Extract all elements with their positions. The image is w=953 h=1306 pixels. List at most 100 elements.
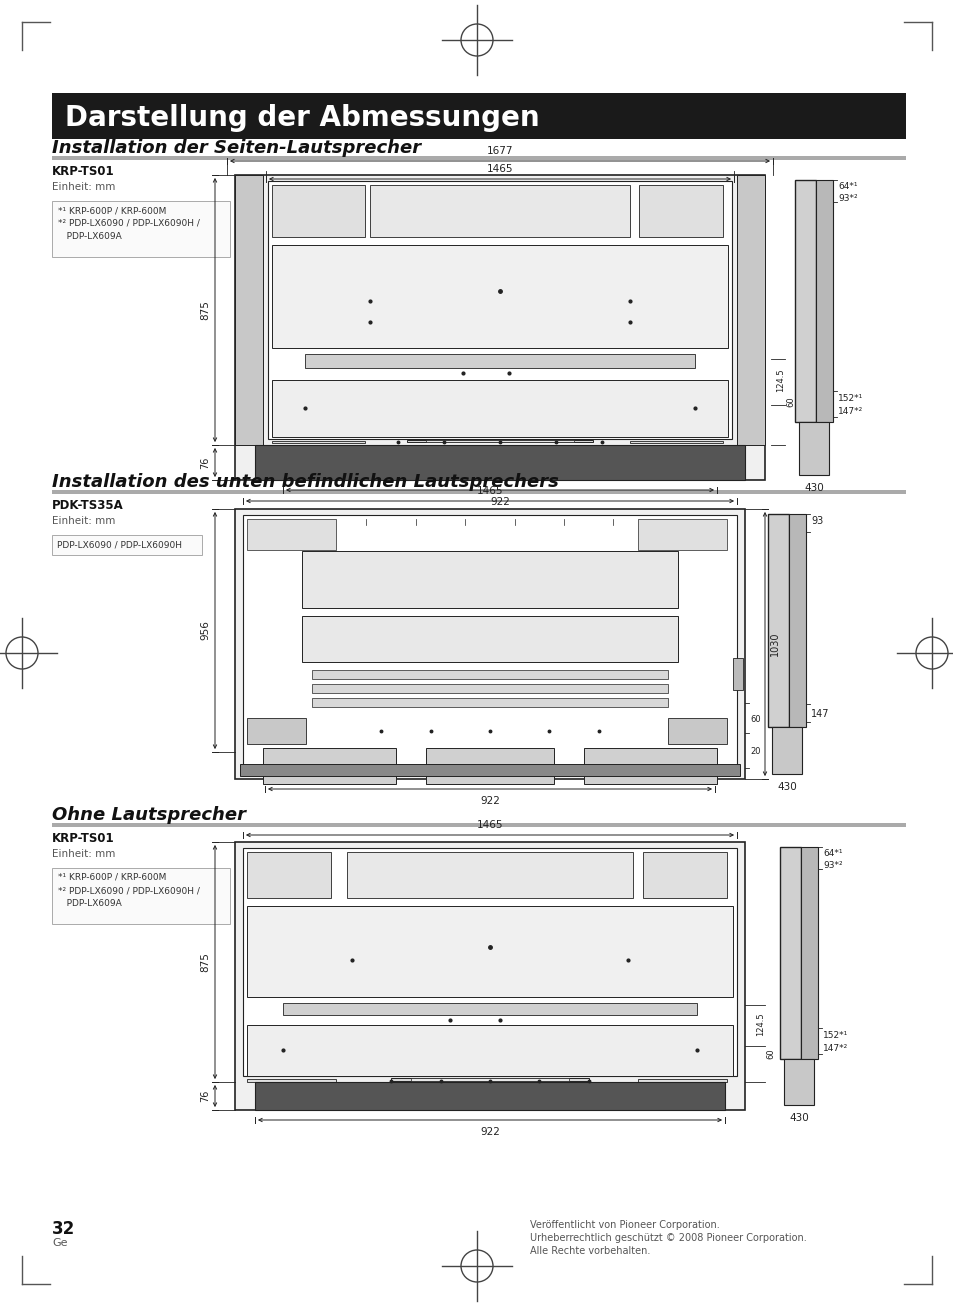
Text: Einheit: mm: Einheit: mm <box>52 849 115 859</box>
Bar <box>767 515 788 727</box>
Bar <box>302 551 677 607</box>
Text: 956: 956 <box>200 620 210 640</box>
Text: Darstellung der Abmessungen: Darstellung der Abmessungen <box>65 104 539 132</box>
Bar <box>312 699 667 708</box>
Text: 60: 60 <box>749 716 760 724</box>
Text: *¹ KRP-600P / KRP-600M: *¹ KRP-600P / KRP-600M <box>58 206 166 215</box>
Text: Urheberrechtlich geschützt © 2008 Pioneer Corporation.: Urheberrechtlich geschützt © 2008 Pionee… <box>530 1233 806 1243</box>
Bar <box>370 185 629 236</box>
Bar <box>638 518 726 550</box>
Text: 76: 76 <box>200 1089 210 1102</box>
Bar <box>732 657 742 690</box>
Text: *² PDP-LX6090 / PDP-LX6090H /: *² PDP-LX6090 / PDP-LX6090H / <box>58 885 200 895</box>
Text: KRP-TS01: KRP-TS01 <box>52 165 114 178</box>
Bar <box>52 535 202 555</box>
Text: 64*¹: 64*¹ <box>822 849 841 858</box>
Text: PDP-LX6090 / PDP-LX6090H: PDP-LX6090 / PDP-LX6090H <box>57 541 182 550</box>
Text: 64*¹: 64*¹ <box>837 182 857 191</box>
Text: 147*²: 147*² <box>837 407 862 417</box>
Bar <box>247 905 732 996</box>
Text: Alle Rechte vorbehalten.: Alle Rechte vorbehalten. <box>530 1246 650 1256</box>
Bar <box>780 848 801 1059</box>
Bar <box>639 185 722 236</box>
Text: 430: 430 <box>777 782 796 791</box>
Bar <box>783 1059 813 1105</box>
Bar <box>52 155 905 161</box>
Bar <box>667 718 726 744</box>
Bar <box>788 515 805 727</box>
Bar <box>391 1077 588 1081</box>
Bar <box>305 354 694 368</box>
Bar <box>234 175 263 445</box>
Bar <box>268 182 731 439</box>
Text: 1465: 1465 <box>476 486 503 496</box>
Text: 922: 922 <box>479 1127 499 1138</box>
Bar <box>254 445 744 481</box>
Text: 875: 875 <box>200 952 210 972</box>
Bar <box>312 684 667 693</box>
Text: Einheit: mm: Einheit: mm <box>52 182 115 192</box>
Bar <box>771 727 801 774</box>
Text: 32: 32 <box>52 1220 75 1238</box>
Bar <box>243 515 737 773</box>
Text: 875: 875 <box>200 300 210 320</box>
Bar <box>234 175 764 481</box>
Bar <box>642 852 726 897</box>
Bar <box>583 748 717 784</box>
Bar <box>801 848 817 1059</box>
Bar <box>282 1003 697 1015</box>
Text: 147*²: 147*² <box>822 1043 847 1053</box>
Bar <box>272 380 727 436</box>
Text: PDK-TS35A: PDK-TS35A <box>52 499 124 512</box>
Text: PDP-LX609A: PDP-LX609A <box>58 232 122 242</box>
Text: 124.5: 124.5 <box>756 1012 764 1036</box>
Bar <box>272 441 364 443</box>
Text: 430: 430 <box>803 483 823 492</box>
Text: Einheit: mm: Einheit: mm <box>52 516 115 526</box>
Bar <box>411 1079 568 1080</box>
Text: 152*¹: 152*¹ <box>822 1030 847 1040</box>
Bar <box>794 180 815 422</box>
Text: 922: 922 <box>479 795 499 806</box>
Bar <box>247 852 331 897</box>
Text: 93*²: 93*² <box>822 861 841 870</box>
Bar <box>638 1079 726 1081</box>
Text: Ge: Ge <box>52 1238 68 1249</box>
Text: *¹ KRP-600P / KRP-600M: *¹ KRP-600P / KRP-600M <box>58 872 166 882</box>
Bar <box>312 670 667 679</box>
Bar <box>272 185 364 236</box>
Text: 60: 60 <box>785 397 795 407</box>
Text: 93: 93 <box>810 516 822 526</box>
Text: 76: 76 <box>200 456 210 469</box>
Bar <box>52 201 230 257</box>
Bar <box>425 440 574 441</box>
Bar <box>240 764 740 776</box>
Bar <box>247 718 306 744</box>
Bar <box>302 616 677 662</box>
Text: 152*¹: 152*¹ <box>837 394 862 404</box>
Text: *² PDP-LX6090 / PDP-LX6090H /: *² PDP-LX6090 / PDP-LX6090H / <box>58 219 200 229</box>
Bar <box>346 852 633 897</box>
Bar <box>247 1025 732 1076</box>
Bar <box>629 441 722 443</box>
Text: 1465: 1465 <box>476 820 503 831</box>
Text: 147: 147 <box>810 709 828 720</box>
Text: 430: 430 <box>788 1113 808 1123</box>
Bar <box>425 748 554 784</box>
Text: 1465: 1465 <box>486 165 513 174</box>
Bar <box>272 244 727 347</box>
Bar <box>52 93 905 138</box>
Text: 20: 20 <box>749 747 760 756</box>
Text: Ohne Lautsprecher: Ohne Lautsprecher <box>52 806 246 824</box>
Text: Installation des unten befindlichen Lautsprechers: Installation des unten befindlichen Laut… <box>52 473 558 491</box>
Text: 1677: 1677 <box>486 146 513 155</box>
Bar <box>52 490 905 494</box>
Text: 922: 922 <box>490 498 510 507</box>
Bar <box>243 848 737 1076</box>
Bar <box>234 509 744 778</box>
Text: 60: 60 <box>765 1047 775 1058</box>
Bar <box>798 422 828 475</box>
Text: 93*²: 93*² <box>837 195 857 202</box>
Text: 1030: 1030 <box>769 632 780 656</box>
Text: 124.5: 124.5 <box>776 368 784 392</box>
